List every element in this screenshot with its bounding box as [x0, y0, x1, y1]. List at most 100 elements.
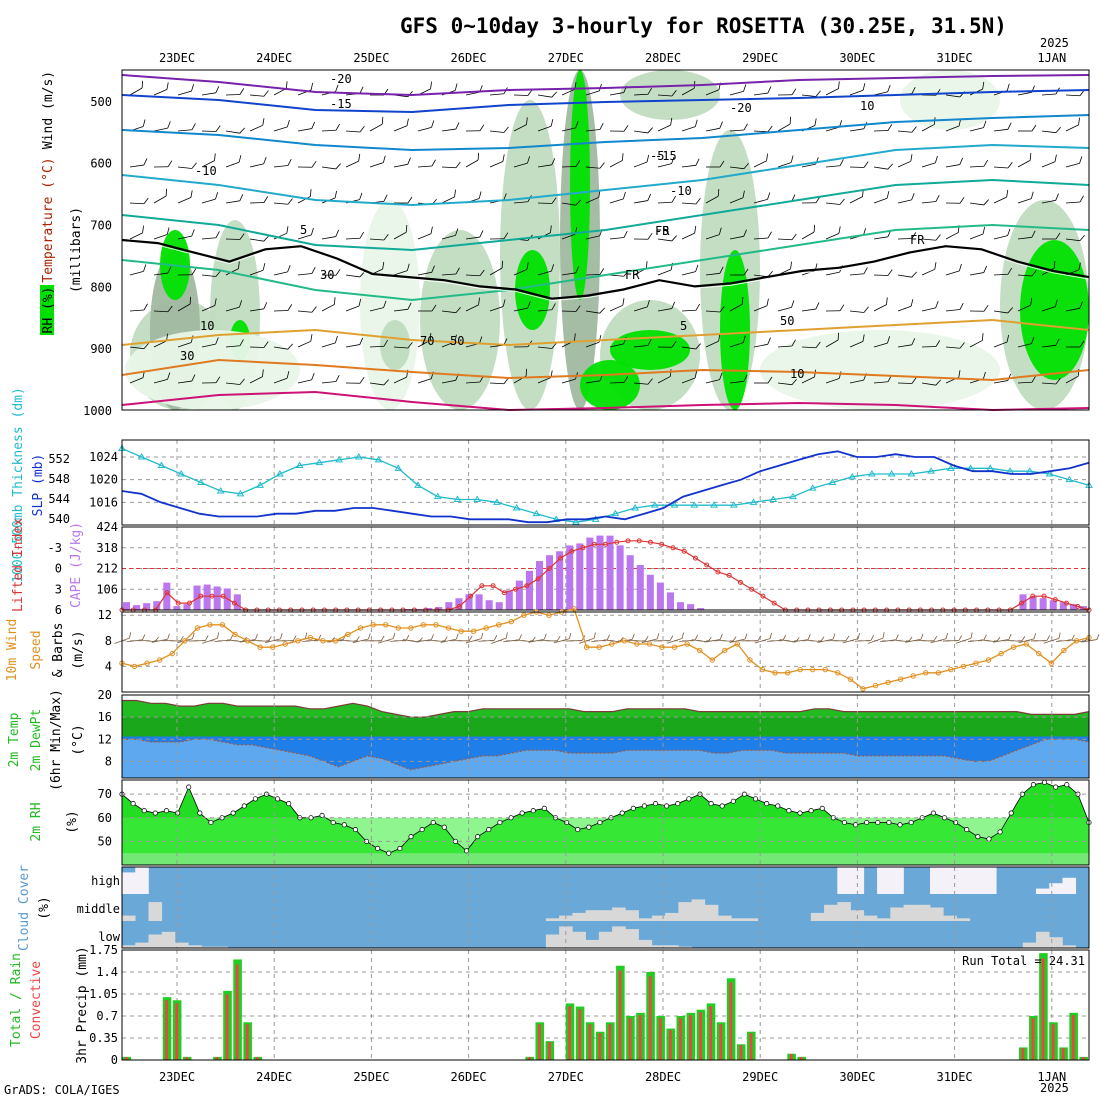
wind-barb-7-25 [729, 335, 746, 348]
barb-staff-5-1 [153, 272, 168, 276]
cape-bar-36 [485, 600, 493, 610]
wind-barb-6-29 [825, 304, 845, 312]
cloud-low-6 [201, 946, 216, 948]
barb-flag-6-6 [287, 304, 293, 311]
barb-staff-0-25 [729, 90, 744, 96]
rh2m-point-40 [564, 819, 570, 826]
wind-barb-7-7 [297, 334, 313, 348]
barb-flag-4-3 [215, 231, 220, 238]
barb-flag-1-1 [167, 121, 171, 129]
barb-flag-3-35 [983, 199, 989, 206]
barb-staff-2-39 [1065, 162, 1080, 168]
wind10-point-73 [1036, 650, 1042, 657]
barb-staff-2-22 [657, 163, 672, 168]
wind10-point-19 [357, 625, 364, 631]
barb-staff-0-23 [681, 87, 695, 96]
wind-barb-4-21 [633, 233, 653, 240]
temp2m-band [122, 717, 1089, 740]
wind-barb-3-0 [129, 197, 149, 205]
rh-shade-8 [420, 230, 500, 410]
barb-flag-1-14 [479, 124, 485, 131]
contour-label-13: -10 [670, 184, 692, 198]
barb-flag-2-27 [790, 155, 794, 163]
barb-flag-6-1 [167, 305, 173, 312]
cape-bar-5 [173, 606, 181, 610]
barb-staff-2-29 [825, 165, 840, 168]
barb-staff-3-39 [1065, 201, 1080, 204]
barb-flag-3-23 [695, 198, 701, 205]
wind-barb-7-35 [969, 333, 984, 348]
barb-flag-2-6 [287, 158, 292, 166]
barb-flag-6-27 [791, 300, 795, 308]
wind-barb-8-8 [321, 374, 340, 384]
cape-bar-4 [163, 582, 171, 610]
lifted-index-point-34 [501, 590, 507, 596]
wind10-point-38 [596, 644, 602, 650]
wind-barb-7-3 [201, 337, 219, 348]
barb-staff-3-38 [1041, 199, 1056, 204]
cloud-low-38 [625, 929, 639, 948]
barb-flag-7-34 [959, 342, 965, 349]
barb-flag-4-9 [359, 231, 365, 239]
wind-barb-8-23 [681, 370, 698, 384]
cloud-low-35 [585, 939, 600, 948]
cloud-middle-34 [572, 912, 586, 921]
cape-bar-39 [515, 580, 523, 610]
barb-flag-6-12 [431, 304, 437, 312]
barb-flag-6-19 [599, 307, 606, 314]
lifted-index-point-40 [569, 548, 575, 554]
wind-barb-8-9 [345, 377, 365, 384]
wind-barb-8-1 [153, 372, 171, 384]
barb-flag-6-24 [719, 306, 725, 313]
wind10-point-68 [973, 660, 979, 666]
barb-flag-0-12 [430, 81, 432, 89]
barb-flag-6-7 [311, 306, 317, 313]
wind-barb-5-17 [537, 264, 555, 276]
barb-staff-2-9 [345, 160, 359, 168]
wind10-barb-staff-59 [854, 639, 871, 642]
barb-flag-6-21 [647, 299, 650, 308]
rh2m-point-60 [786, 808, 792, 814]
barb-staff-3-6 [273, 202, 288, 205]
barb-staff-1-35 [969, 127, 984, 132]
cloud-high-70 [1049, 883, 1063, 894]
year-label-top: 2025 [1040, 36, 1069, 50]
thickness-point-14 [394, 464, 403, 471]
precip-conv-89 [1021, 1048, 1025, 1060]
wind-barb-6-39 [1065, 301, 1083, 312]
wind-barb-2-24 [706, 160, 725, 168]
barb-flag-6-14 [478, 297, 480, 305]
wind-barb-1-23 [681, 119, 698, 132]
wind-barb-6-10 [369, 300, 387, 312]
wind-barb-4-26 [753, 231, 772, 240]
cloud-high-1 [135, 867, 149, 894]
barb-flag-1-31 [887, 124, 893, 131]
wind-barb-0-29 [825, 81, 840, 96]
precip-conv-10 [225, 994, 229, 1060]
barb-flag-2-37 [1029, 152, 1032, 161]
day-label-top-24DEC: 24DEC [256, 51, 292, 65]
wind-tick-4: 4 [105, 659, 112, 673]
wind10-point-39 [609, 641, 615, 647]
barb-staff-4-12 [417, 233, 432, 240]
wind10-barb-flag-69 [996, 636, 1001, 643]
cloud-low-42 [678, 946, 692, 948]
cape-bar-3 [153, 601, 161, 610]
barb-staff-7-36 [993, 341, 1008, 348]
thickness-tick-544: 544 [48, 492, 70, 506]
barb-staff-3-16 [513, 201, 528, 204]
thickness-point-5 [216, 487, 225, 494]
thickness-point-41 [927, 467, 936, 474]
barb-flag-5-4 [238, 261, 240, 269]
wind-barb-4-24 [705, 227, 722, 240]
barb-flag-7-27 [791, 339, 796, 347]
wind10-barb-70 [993, 633, 1012, 643]
barb-staff-6-0 [129, 309, 144, 312]
barb-staff-5-22 [657, 269, 672, 276]
barb-flag-2-24 [719, 160, 725, 168]
barb-staff-1-36 [993, 128, 1008, 132]
wind-barb-5-0 [129, 264, 147, 276]
cloud-middle-41 [665, 912, 679, 921]
wind-barb-8-22 [657, 369, 672, 384]
